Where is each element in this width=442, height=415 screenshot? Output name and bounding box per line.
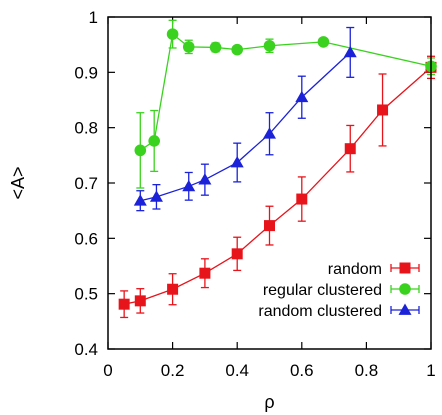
y-tick-label: 0.4	[74, 340, 98, 359]
data-point	[148, 135, 160, 147]
data-point	[231, 43, 243, 56]
data-point	[134, 295, 146, 307]
data-point	[344, 143, 356, 155]
x-tick-label: 1	[426, 361, 435, 380]
data-point	[230, 156, 244, 168]
y-tick-label: 0.8	[74, 119, 98, 138]
data-point	[296, 193, 308, 205]
data-point	[198, 173, 212, 185]
data-point	[209, 41, 222, 54]
x-tick-label: 0.8	[355, 361, 379, 380]
x-tick-label: 0	[103, 361, 112, 380]
y-tick-label: 0.7	[74, 174, 98, 193]
series-regular-clustered	[134, 19, 437, 189]
plot-frame	[107, 16, 432, 350]
data-point	[343, 45, 357, 58]
data-point	[134, 144, 147, 157]
data-point	[295, 90, 309, 103]
data-point	[199, 267, 211, 279]
data-point	[317, 36, 330, 48]
data-point	[118, 298, 130, 310]
series-random-clustered	[133, 26, 357, 212]
y-axis-label: <A>	[8, 166, 28, 199]
x-tick-label: 0.6	[290, 361, 314, 380]
data-point	[377, 104, 389, 116]
x-tick-label: 0.2	[161, 361, 185, 380]
data-point	[167, 283, 179, 295]
y-tick-label: 1	[89, 8, 98, 27]
series-line	[140, 51, 351, 202]
x-axis-label: ρ	[264, 392, 274, 412]
data-point	[182, 179, 196, 192]
data-point	[264, 220, 275, 232]
legend-marker	[399, 283, 411, 295]
data-point	[166, 28, 179, 40]
legend-marker	[398, 303, 412, 315]
data-point	[231, 248, 243, 260]
series-line	[124, 66, 432, 305]
legend-label: random clustered	[258, 303, 382, 320]
legend-label: random	[328, 261, 382, 278]
data-point	[133, 194, 147, 206]
legend-marker	[399, 262, 411, 274]
y-tick-label: 0.5	[74, 285, 98, 304]
series-line	[139, 32, 432, 151]
data-point	[182, 41, 195, 53]
y-tick-label: 0.9	[74, 63, 98, 82]
x-tick-label: 0.4	[225, 361, 249, 380]
legend: random regular clustered random clustered	[258, 261, 420, 320]
legend-label: regular clustered	[263, 282, 382, 299]
series-layer	[118, 19, 437, 319]
y-tick-label: 0.6	[74, 229, 98, 248]
axes-layer: 0 0.2 0.4 0.6 0.8 1 0.4 0.5 0.6 0.7 0.8 0.9 1	[74, 8, 435, 380]
data-point	[263, 39, 276, 52]
data-point	[263, 127, 276, 139]
series-random	[118, 55, 437, 319]
data-point	[149, 190, 163, 202]
